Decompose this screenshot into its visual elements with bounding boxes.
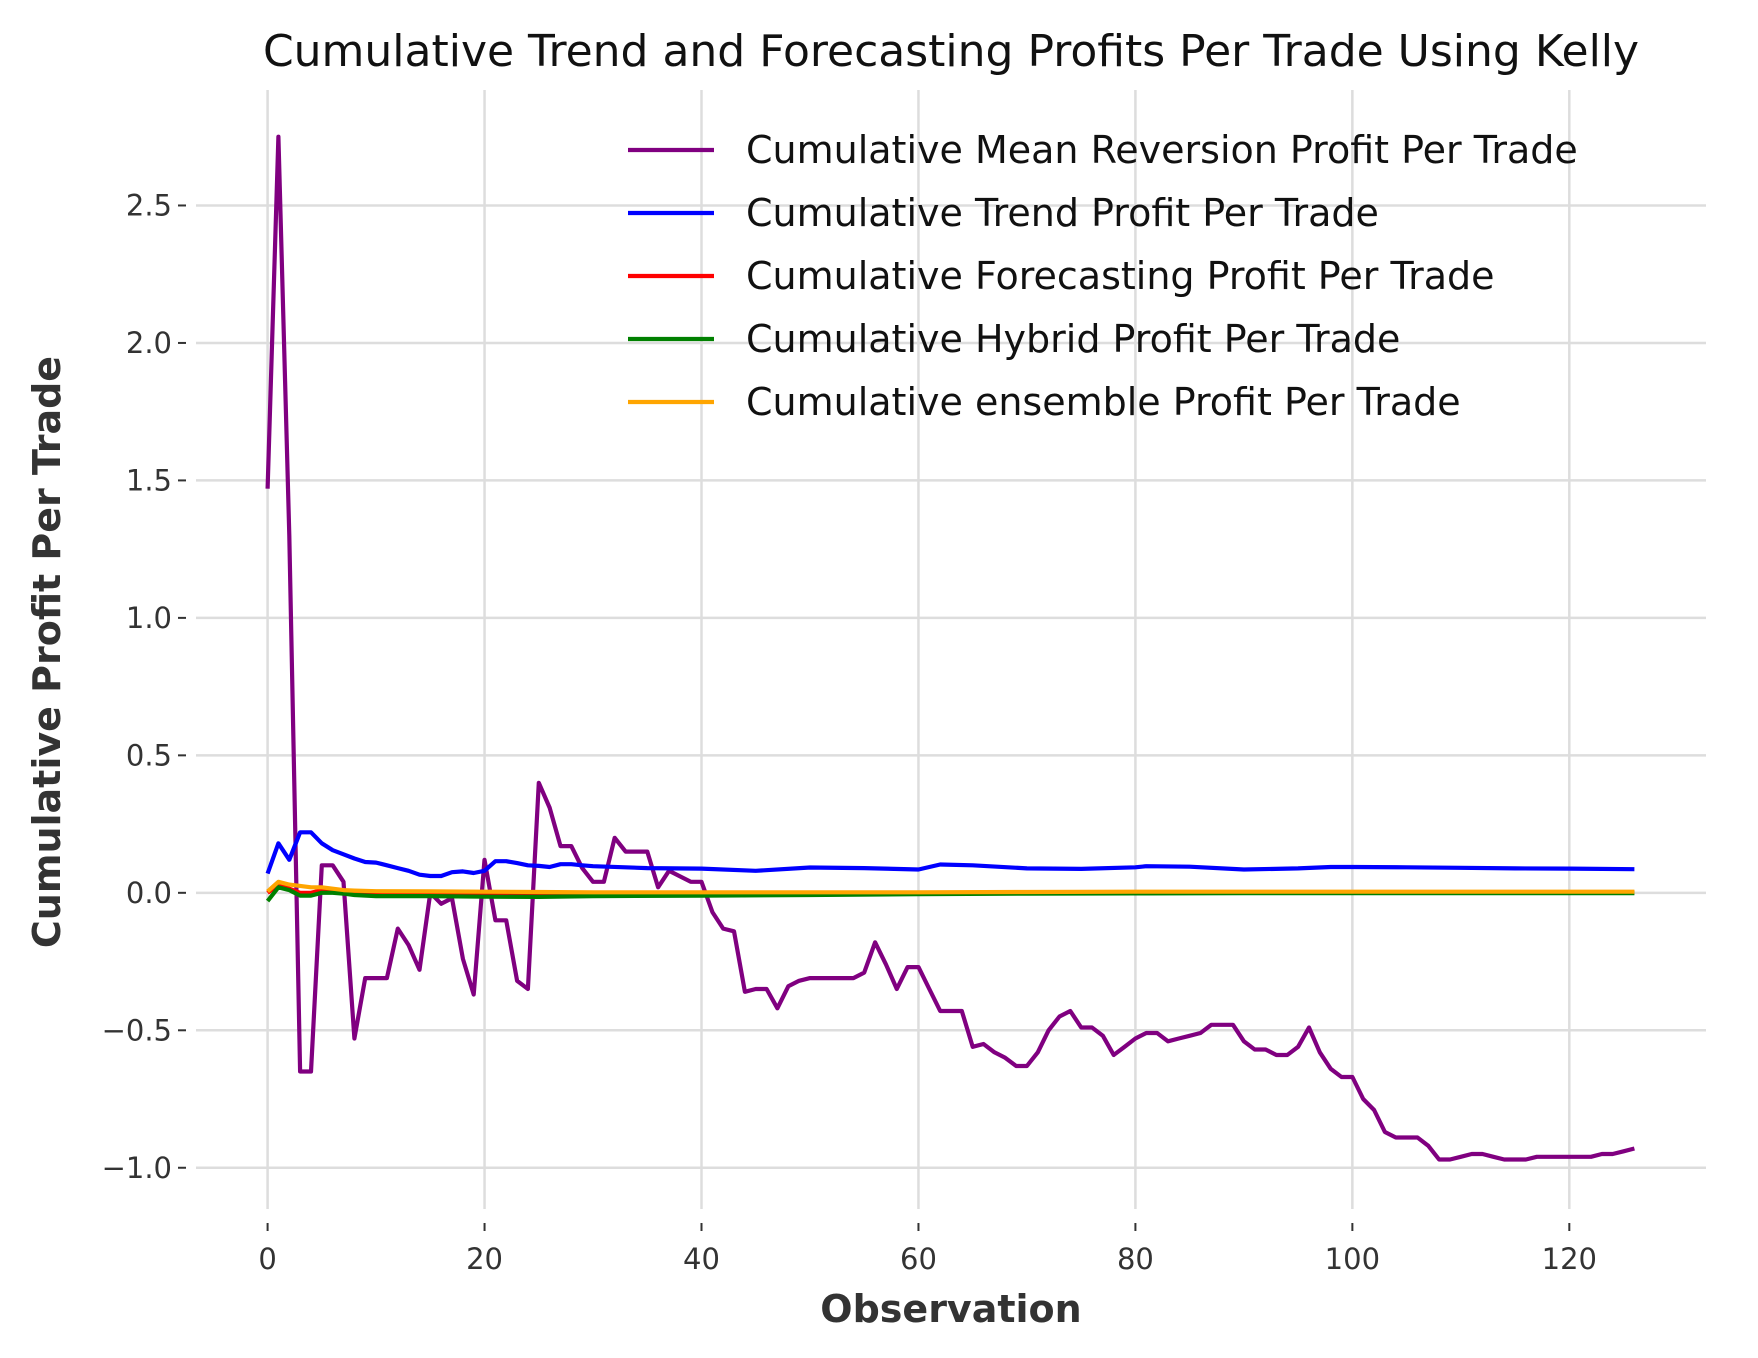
y-tick-label: 1.5 [126, 463, 172, 497]
legend-label-5: Cumulative ensemble Profit Per Trade [746, 380, 1461, 424]
x-tick-label: 120 [1542, 1242, 1597, 1276]
y-tick-label: −0.5 [102, 1013, 172, 1047]
x-tick-label: 20 [466, 1242, 503, 1276]
legend-label-1: Cumulative Mean Reversion Profit Per Tra… [746, 128, 1578, 172]
x-axis-label: Observation [820, 1287, 1081, 1331]
series-line-2 [265, 830, 1635, 879]
y-tick-label: 2.0 [126, 326, 172, 360]
x-tick-label: 40 [683, 1242, 720, 1276]
legend-label-2: Cumulative Trend Profit Per Trade [746, 191, 1379, 235]
y-tick-label: 0.0 [126, 876, 172, 910]
series-line-5 [266, 879, 1635, 895]
series-layer [265, 134, 1635, 1162]
legend-label-4: Cumulative Hybrid Profit Per Trade [746, 317, 1400, 361]
y-tick-label: 1.0 [126, 601, 172, 635]
x-tick-label: 100 [1325, 1242, 1380, 1276]
y-tick-label: 2.5 [126, 188, 172, 222]
x-tick-label: 60 [900, 1242, 937, 1276]
y-tick-label: 0.5 [126, 738, 172, 772]
chart-title: Cumulative Trend and Forecasting Profits… [263, 26, 1639, 77]
legend-label-3: Cumulative Forecasting Profit Per Trade [746, 254, 1494, 298]
y-tick-label: −1.0 [102, 1151, 172, 1185]
series-line-1 [265, 134, 1635, 1162]
x-tick-label: 0 [258, 1242, 276, 1276]
tick-layer: 0 20 40 60 80 100 120 2.5 2.0 1.5 1.0 0.5 0.0 −0.5 −1.… [102, 188, 1597, 1276]
y-axis-label: Cumulative Profit Per Trade [25, 356, 69, 948]
x-tick-label: 80 [1117, 1242, 1154, 1276]
legend: Cumulative Mean Reversion Profit Per Tra… [628, 128, 1578, 424]
